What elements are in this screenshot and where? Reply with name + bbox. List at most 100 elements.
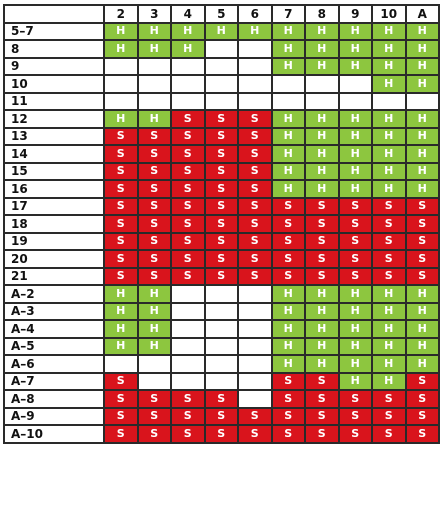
table-cell: S [270, 371, 306, 391]
table-row: 17 S S S S S S S S S S [3, 196, 440, 216]
table-cell: H [136, 39, 172, 59]
table-cell: H [404, 354, 440, 374]
table-cell: S [103, 389, 139, 409]
row-label: 17 [3, 196, 105, 216]
row-label: A–5 [3, 336, 105, 356]
table-cell: H [337, 21, 373, 41]
table-cell [170, 91, 206, 111]
row-label: 20 [3, 249, 105, 269]
table-cell: S [203, 406, 239, 426]
table-cell [203, 39, 239, 59]
table-cell [237, 56, 273, 76]
table-cell: S [103, 179, 139, 199]
table-cell: S [170, 266, 206, 286]
table-cell [237, 336, 273, 356]
table-cell: S [203, 389, 239, 409]
table-cell: H [304, 284, 340, 304]
table-cell: S [237, 266, 273, 286]
table-cell: S [404, 389, 440, 409]
table-cell: S [170, 109, 206, 129]
table-cell: H [371, 56, 407, 76]
table-cell: S [136, 214, 172, 234]
table-cell: H [337, 56, 373, 76]
table-cell: S [404, 249, 440, 269]
table-cell: H [404, 74, 440, 94]
table-cell: S [304, 406, 340, 426]
table-cell: H [404, 284, 440, 304]
table-cell: H [337, 301, 373, 321]
table-cell [103, 91, 139, 111]
table-cell: S [237, 161, 273, 181]
table-cell: S [371, 214, 407, 234]
table-cell: S [103, 144, 139, 164]
table-cell: S [203, 214, 239, 234]
table-cell: H [103, 319, 139, 339]
column-header: 9 [337, 4, 373, 24]
row-label: A–4 [3, 319, 105, 339]
corner-cell [3, 4, 105, 24]
table-cell [170, 336, 206, 356]
table-cell: S [170, 214, 206, 234]
table-cell [170, 56, 206, 76]
table-cell: H [337, 144, 373, 164]
column-header: 10 [371, 4, 407, 24]
table-cell [170, 354, 206, 374]
row-label: 21 [3, 266, 105, 286]
table-row: 14 S S S S S H H H H H [3, 144, 440, 164]
table-cell: H [371, 301, 407, 321]
table-cell: S [237, 144, 273, 164]
row-label: 9 [3, 56, 105, 76]
row-label: 11 [3, 91, 105, 111]
table-cell: H [304, 319, 340, 339]
table-row: 5–7 H H H H H H H H H H [3, 21, 440, 41]
table-cell: H [404, 21, 440, 41]
column-header: 5 [203, 4, 239, 24]
chart-body: 5–7 H H H H H H H H H H 8 H H H H H H H H 9 H H H H H 10 H H 11 12 H H S S… [3, 21, 440, 444]
table-cell: H [270, 39, 306, 59]
table-cell: H [404, 336, 440, 356]
table-cell: S [203, 144, 239, 164]
table-cell [103, 74, 139, 94]
table-cell: S [304, 371, 340, 391]
column-header: 4 [170, 4, 206, 24]
table-cell: S [136, 126, 172, 146]
table-cell: S [337, 406, 373, 426]
table-cell [203, 91, 239, 111]
table-row: 16 S S S S S H H H H H [3, 179, 440, 199]
table-cell: H [270, 319, 306, 339]
table-cell: H [404, 144, 440, 164]
table-cell: S [170, 424, 206, 444]
table-cell: H [203, 21, 239, 41]
table-cell: H [170, 39, 206, 59]
table-cell: S [237, 231, 273, 251]
table-cell: H [371, 284, 407, 304]
table-cell: H [371, 336, 407, 356]
table-cell: S [270, 266, 306, 286]
table-cell: S [304, 214, 340, 234]
table-row: 21 S S S S S S S S S S [3, 266, 440, 286]
table-cell [203, 354, 239, 374]
table-cell: H [404, 161, 440, 181]
strategy-chart: 2 3 4 5 6 7 8 9 10 A 5–7 H H H H H H H H H H 8 H H H H H… [3, 4, 440, 444]
table-cell: H [337, 354, 373, 374]
table-cell: S [337, 231, 373, 251]
table-cell: H [270, 109, 306, 129]
row-label: A–7 [3, 371, 105, 391]
table-cell: H [337, 371, 373, 391]
table-cell: S [371, 389, 407, 409]
table-cell: H [304, 301, 340, 321]
table-cell: H [337, 179, 373, 199]
table-cell: H [270, 179, 306, 199]
table-cell: H [337, 126, 373, 146]
table-cell: H [404, 56, 440, 76]
table-cell: H [404, 126, 440, 146]
table-cell: H [304, 144, 340, 164]
table-cell: S [337, 266, 373, 286]
table-cell: S [237, 424, 273, 444]
table-row: A–4 H H H H H H H [3, 319, 440, 339]
column-header: 2 [103, 4, 139, 24]
table-cell: H [371, 144, 407, 164]
table-cell: H [337, 109, 373, 129]
table-cell: S [371, 196, 407, 216]
